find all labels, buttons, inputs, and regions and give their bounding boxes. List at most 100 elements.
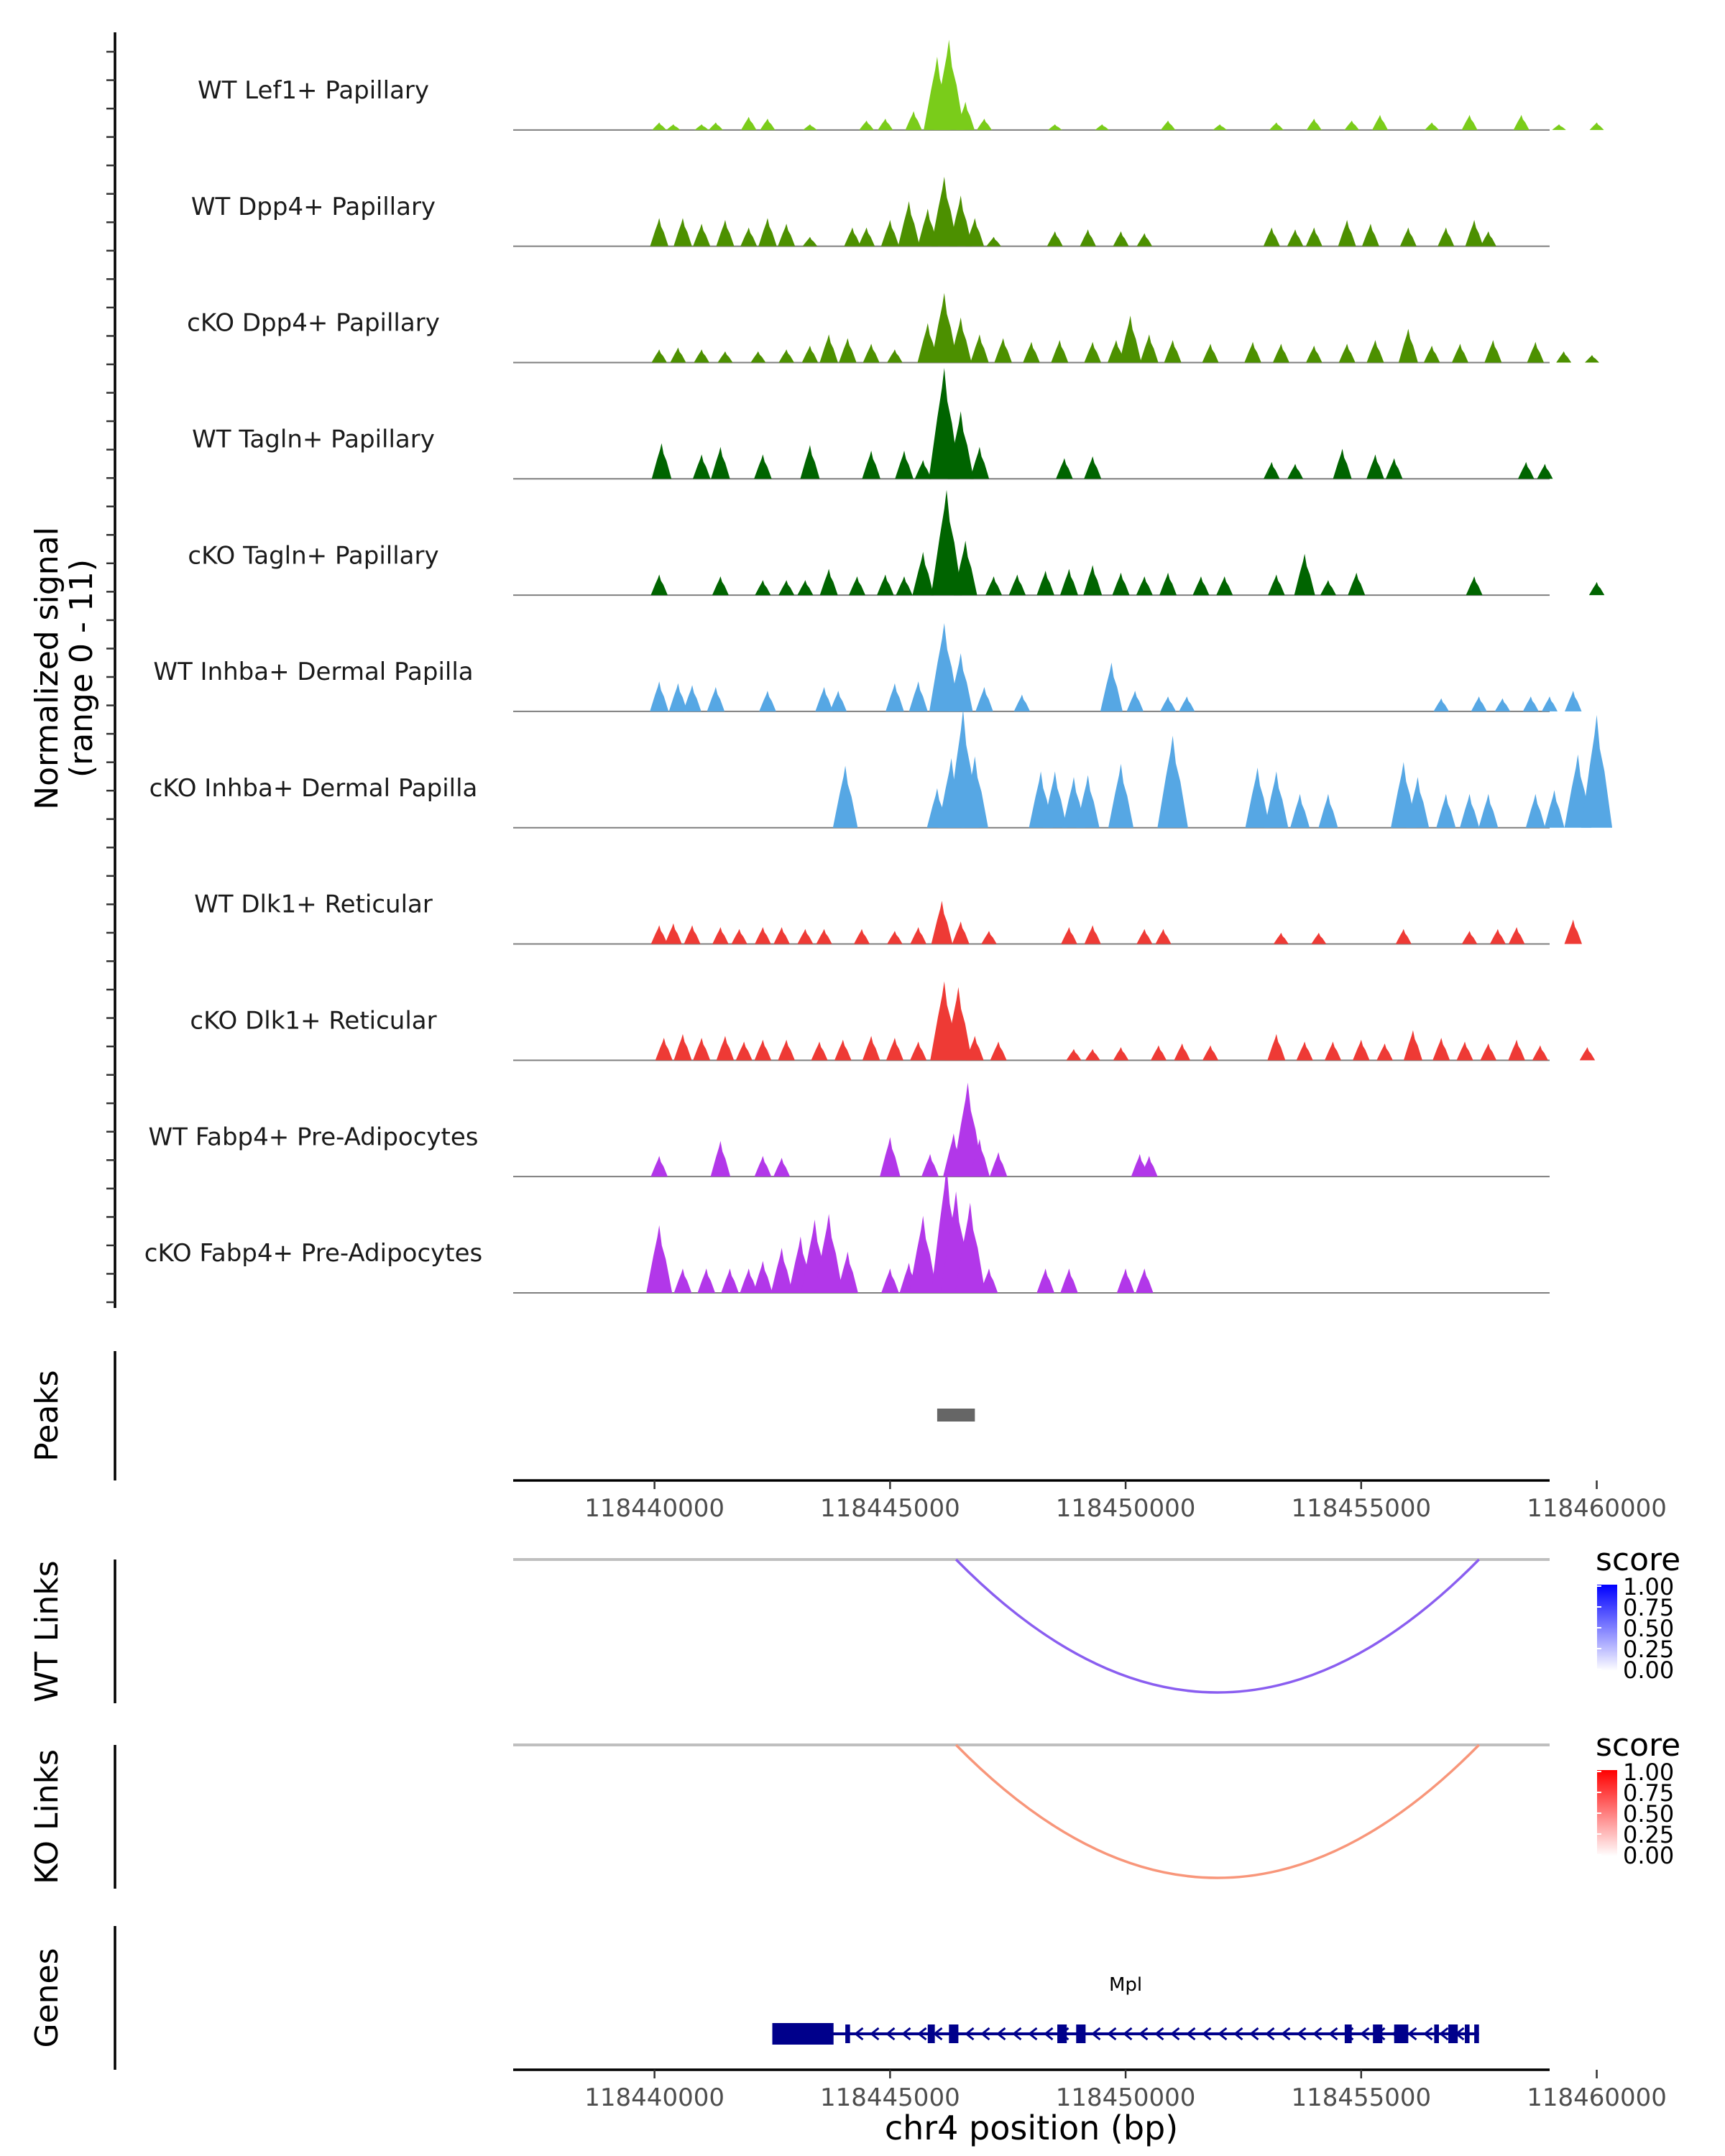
coverage-peak — [1311, 932, 1327, 944]
coverage-peak — [1366, 340, 1384, 363]
coverage-peak — [917, 323, 939, 363]
strand-arrow — [1360, 2027, 1370, 2041]
coverage-peak — [1438, 227, 1455, 247]
coverage-peak — [1267, 1033, 1286, 1061]
coverage-peak — [1061, 927, 1077, 944]
coverage-peak — [1164, 340, 1182, 363]
legend-tick-label: 0.50 — [1623, 1615, 1674, 1642]
coverage-track-0: WT Lef1+ Papillary — [198, 40, 1604, 131]
coverage-peak — [753, 1261, 773, 1293]
legend-tick-label: 1.00 — [1623, 1759, 1674, 1786]
coverage-peak — [735, 1041, 753, 1061]
coverage-peak — [1296, 1041, 1313, 1061]
coverage-peak — [684, 925, 701, 944]
exon — [772, 2023, 834, 2045]
coverage-peak — [859, 120, 874, 130]
coverage-peak — [1264, 461, 1280, 479]
coverage-peak — [1456, 1041, 1473, 1061]
coverage-peak — [1272, 344, 1289, 363]
strand-arrow — [980, 2027, 990, 2041]
coverage-peak — [759, 691, 776, 711]
coverage-peak — [1150, 1045, 1167, 1061]
coverage-peak — [948, 653, 973, 711]
coverage-peak — [697, 1268, 715, 1293]
strand-arrow — [870, 2027, 880, 2041]
coverage-peak — [929, 367, 960, 479]
coverage-peak — [905, 111, 922, 130]
coverage-peak — [770, 1248, 793, 1293]
strand-arrow — [1044, 2027, 1054, 2041]
coverage-peak — [1023, 341, 1040, 363]
coverage-peak — [1338, 344, 1356, 363]
strand-arrow — [996, 2027, 1006, 2041]
coverage-track-7: WT Dlk1+ Reticular — [194, 890, 1583, 945]
exon — [845, 2024, 850, 2043]
coverage-peak — [693, 1037, 711, 1061]
coverage-peak — [721, 1268, 739, 1293]
coverage-peak — [1324, 1041, 1341, 1061]
coverage-peak — [1423, 345, 1440, 363]
coverage-peak — [652, 122, 667, 130]
coverage-peak — [740, 1268, 758, 1293]
coverage-peak — [970, 446, 990, 479]
genes-x-tick-label: 118460000 — [1527, 2083, 1667, 2112]
legend-tick-label: 0.00 — [1623, 1842, 1674, 1869]
coverage-peak — [758, 218, 777, 247]
coverage-y-label-line2: (range 0 - 11) — [63, 559, 100, 778]
strand-arrow — [1091, 2027, 1101, 2041]
coverage-peak — [944, 987, 972, 1061]
track-label: cKO Inhba+ Dermal Papilla — [150, 774, 478, 803]
coverage-peak — [1159, 572, 1177, 596]
track-label: cKO Dlk1+ Reticular — [190, 1007, 436, 1036]
coverage-peak — [760, 119, 776, 130]
coverage-peak — [1084, 925, 1101, 944]
coverage-peak — [895, 451, 914, 479]
coverage-peak — [887, 349, 903, 363]
coverage-peak — [954, 1202, 985, 1293]
track-label: cKO Fabp4+ Pre-Adipocytes — [144, 1239, 483, 1268]
coverage-peak — [666, 124, 681, 130]
coverage-peak — [1116, 1268, 1135, 1293]
coverage-peak — [956, 101, 975, 130]
peaks-x-tick-label: 118440000 — [584, 1494, 724, 1523]
strand-arrow — [1249, 2027, 1259, 2041]
exon — [1465, 2024, 1470, 2043]
coverage-peak — [1305, 227, 1322, 247]
strand-arrow — [1138, 2027, 1149, 2041]
coverage-peak — [931, 292, 957, 363]
coverage-peak — [1348, 572, 1366, 596]
strand-arrow — [886, 2027, 896, 2041]
coverage-peak — [1268, 574, 1285, 596]
coverage-peak — [1471, 696, 1487, 711]
strand-arrow — [854, 2027, 864, 2041]
strand-arrow — [1407, 2027, 1417, 2041]
coverage-peak — [990, 1041, 1007, 1061]
strand-arrow — [1423, 2027, 1433, 2041]
coverage-peak — [1525, 793, 1545, 828]
genes-x-tick-label: 118455000 — [1291, 2083, 1431, 2112]
coverage-peak — [1179, 696, 1195, 711]
coverage-peak — [673, 1033, 692, 1061]
coverage-peak — [683, 685, 702, 711]
coverage-peak — [1484, 340, 1502, 363]
track-label: cKO Dpp4+ Papillary — [187, 309, 440, 338]
coverage-peak — [896, 576, 913, 596]
coverage-peak — [1589, 122, 1604, 130]
coverage-peak — [650, 1156, 668, 1177]
coverage-peak — [931, 900, 953, 944]
peaks-x-tick-label: 118450000 — [1056, 1494, 1196, 1523]
coverage-peak — [665, 923, 682, 944]
genes-label: Genes — [29, 1948, 65, 2047]
exon — [1448, 2024, 1458, 2043]
coverage-track-10: cKO Fabp4+ Pre-Adipocytes — [144, 1165, 1550, 1294]
coverage-peak — [1136, 929, 1153, 944]
coverage-peak — [819, 334, 838, 363]
coverage-peak — [651, 349, 667, 363]
coverage-peak — [1059, 568, 1078, 596]
coverage-peak — [1461, 931, 1478, 944]
coverage-peak — [1461, 114, 1478, 130]
track-label: WT Dlk1+ Reticular — [194, 890, 433, 919]
peaks-x-tick-label: 118460000 — [1527, 1494, 1667, 1523]
coverage-peak — [797, 929, 814, 944]
coverage-peak — [1084, 341, 1101, 363]
